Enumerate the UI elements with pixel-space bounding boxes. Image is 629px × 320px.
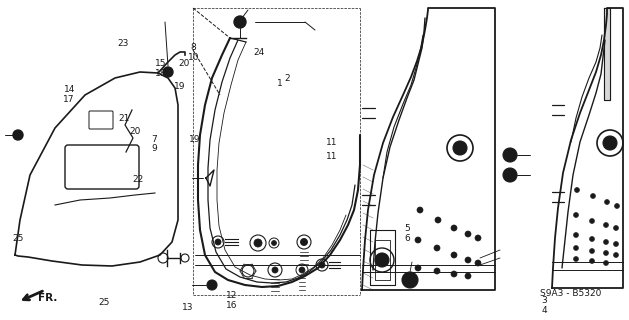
Text: 7
9: 7 9: [151, 135, 157, 153]
Circle shape: [604, 199, 610, 204]
Circle shape: [591, 194, 596, 198]
Text: 19: 19: [174, 82, 185, 91]
Circle shape: [207, 280, 217, 290]
Circle shape: [435, 217, 441, 223]
Circle shape: [503, 168, 517, 182]
Circle shape: [613, 226, 618, 230]
Text: 13: 13: [182, 303, 193, 312]
Text: 5
6: 5 6: [404, 224, 411, 243]
Circle shape: [465, 231, 471, 237]
Circle shape: [415, 265, 421, 271]
Text: 11: 11: [326, 152, 337, 161]
Circle shape: [574, 245, 579, 251]
Circle shape: [615, 204, 620, 209]
Circle shape: [574, 257, 579, 261]
Circle shape: [254, 239, 262, 247]
Text: FR.: FR.: [38, 293, 57, 303]
Circle shape: [589, 219, 594, 223]
Text: 21: 21: [119, 114, 130, 123]
Text: 23: 23: [117, 39, 128, 48]
Circle shape: [272, 241, 277, 245]
Circle shape: [589, 249, 594, 253]
Circle shape: [417, 207, 423, 213]
Text: 25: 25: [12, 234, 23, 243]
Circle shape: [451, 271, 457, 277]
Circle shape: [574, 212, 579, 218]
Circle shape: [603, 136, 617, 150]
Circle shape: [299, 267, 305, 273]
Text: 20: 20: [130, 127, 141, 136]
Circle shape: [603, 239, 608, 244]
Text: 8
10: 8 10: [188, 44, 199, 62]
Text: 12
16: 12 16: [226, 292, 237, 310]
Circle shape: [475, 260, 481, 266]
Circle shape: [503, 148, 517, 162]
Text: 2: 2: [284, 74, 289, 83]
Circle shape: [603, 251, 608, 255]
Circle shape: [402, 272, 418, 288]
Circle shape: [574, 188, 579, 193]
Text: 3
4: 3 4: [541, 296, 547, 315]
Text: 25: 25: [98, 298, 109, 307]
Circle shape: [434, 245, 440, 251]
Circle shape: [375, 253, 389, 267]
Circle shape: [163, 67, 173, 77]
Circle shape: [451, 252, 457, 258]
Circle shape: [415, 237, 421, 243]
Circle shape: [319, 262, 325, 268]
Circle shape: [272, 267, 278, 273]
Circle shape: [465, 257, 471, 263]
Circle shape: [451, 225, 457, 231]
Circle shape: [234, 16, 246, 28]
Circle shape: [613, 252, 618, 258]
Text: S9A3 - B5320: S9A3 - B5320: [540, 289, 601, 298]
Circle shape: [589, 236, 594, 242]
Circle shape: [603, 222, 608, 228]
Text: 19: 19: [189, 135, 201, 144]
Circle shape: [589, 259, 594, 263]
Circle shape: [434, 268, 440, 274]
Circle shape: [301, 238, 308, 245]
Text: 14
17: 14 17: [64, 85, 75, 104]
Circle shape: [465, 273, 471, 279]
Circle shape: [613, 242, 618, 246]
Circle shape: [453, 141, 467, 155]
Text: 11: 11: [326, 138, 337, 147]
Text: 22: 22: [133, 175, 144, 184]
Circle shape: [603, 260, 608, 266]
Polygon shape: [604, 8, 610, 100]
Circle shape: [215, 239, 221, 245]
Circle shape: [13, 130, 23, 140]
Circle shape: [475, 235, 481, 241]
Text: 20: 20: [178, 60, 189, 68]
Circle shape: [574, 233, 579, 237]
Text: 1: 1: [277, 79, 283, 88]
Text: 24: 24: [253, 48, 265, 57]
Text: 15
18: 15 18: [155, 60, 166, 78]
